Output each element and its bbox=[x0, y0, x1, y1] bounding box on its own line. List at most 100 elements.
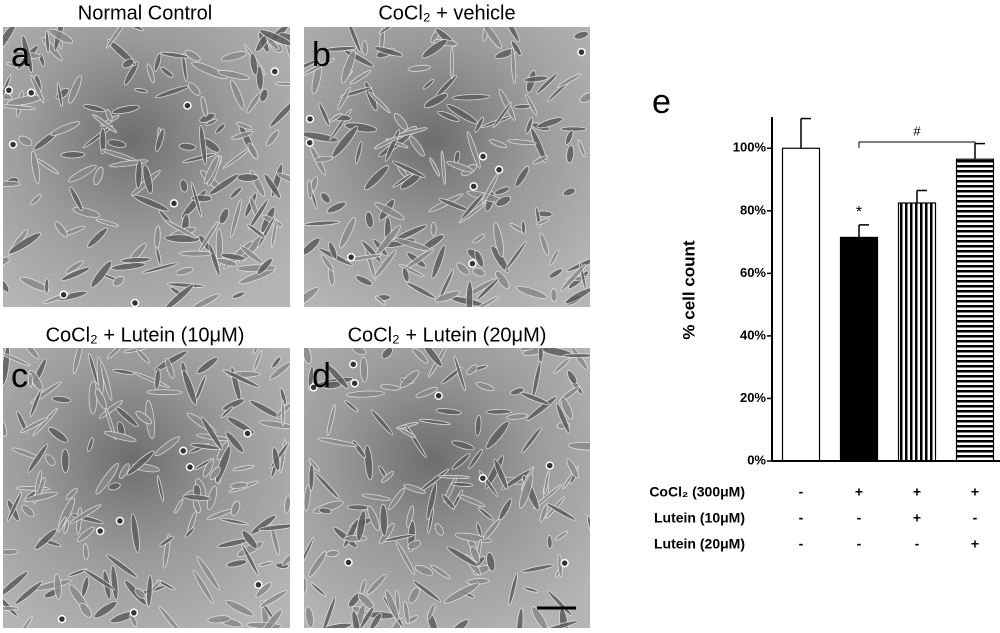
cell bbox=[485, 420, 510, 450]
cell bbox=[523, 75, 549, 83]
cell bbox=[474, 250, 484, 268]
cell bbox=[406, 282, 436, 299]
cell bbox=[406, 505, 415, 528]
cell bbox=[239, 245, 263, 264]
cell bbox=[388, 487, 406, 511]
cell bbox=[407, 540, 422, 550]
condition-sign: - bbox=[799, 536, 804, 552]
cell bbox=[426, 603, 436, 620]
cell bbox=[44, 454, 56, 466]
cell bbox=[408, 587, 420, 604]
significance-star: * bbox=[856, 204, 862, 221]
panel-title: CoCl₂ + Lutein (20μM) bbox=[348, 324, 547, 346]
panel-letter: e bbox=[652, 83, 671, 121]
cell bbox=[21, 348, 40, 360]
cell bbox=[202, 459, 214, 478]
panel-letter: a bbox=[11, 36, 30, 74]
cell bbox=[248, 199, 269, 230]
condition-sign: + bbox=[971, 484, 979, 500]
cell bbox=[30, 150, 40, 184]
cell bbox=[472, 267, 486, 277]
cell bbox=[3, 27, 17, 56]
cell bbox=[522, 586, 539, 593]
cell bbox=[61, 448, 70, 474]
cell bbox=[466, 364, 478, 376]
cell bbox=[421, 348, 443, 367]
round-cell bbox=[169, 199, 179, 208]
cell bbox=[318, 102, 331, 127]
cell bbox=[364, 165, 389, 191]
cell bbox=[441, 494, 456, 510]
cell bbox=[375, 224, 401, 256]
cell bbox=[275, 81, 290, 86]
cell bbox=[423, 92, 449, 109]
cell bbox=[304, 57, 336, 77]
cell bbox=[182, 153, 217, 163]
cell bbox=[403, 483, 426, 494]
cell bbox=[238, 268, 275, 285]
cell bbox=[492, 101, 513, 129]
cell bbox=[83, 568, 116, 591]
round-cell bbox=[57, 614, 67, 624]
cell bbox=[317, 437, 358, 447]
cell bbox=[321, 596, 336, 628]
cell bbox=[271, 356, 282, 369]
cell bbox=[200, 416, 223, 451]
cell bbox=[259, 29, 290, 47]
cell bbox=[126, 450, 155, 476]
cell bbox=[560, 263, 586, 292]
cell bbox=[135, 159, 143, 189]
cell bbox=[94, 388, 107, 410]
cell bbox=[191, 293, 220, 307]
cell bbox=[536, 117, 564, 129]
cell bbox=[280, 399, 285, 427]
cell bbox=[511, 40, 522, 57]
cell bbox=[510, 46, 517, 84]
round-cell bbox=[577, 47, 586, 57]
cell bbox=[359, 606, 375, 628]
round-cell bbox=[185, 462, 195, 472]
cell bbox=[259, 88, 269, 103]
cell bbox=[482, 518, 501, 541]
cell bbox=[304, 348, 312, 365]
cell bbox=[573, 31, 589, 40]
cell bbox=[266, 129, 280, 147]
cell bbox=[153, 350, 188, 372]
cell bbox=[225, 431, 245, 453]
condition-sign: + bbox=[855, 484, 863, 500]
cell bbox=[451, 440, 475, 451]
cell bbox=[550, 288, 558, 303]
cell bbox=[466, 131, 481, 169]
cell bbox=[324, 46, 357, 52]
cell bbox=[3, 256, 11, 266]
cell bbox=[27, 443, 49, 473]
cell bbox=[88, 352, 99, 385]
cell bbox=[232, 464, 255, 472]
cell bbox=[493, 222, 504, 258]
y-tick-label: 100% bbox=[733, 140, 767, 155]
cell bbox=[222, 369, 260, 388]
cell bbox=[241, 530, 258, 549]
cell bbox=[465, 280, 474, 307]
cell bbox=[537, 348, 544, 363]
cell bbox=[564, 287, 590, 304]
cell bbox=[57, 516, 67, 533]
cell bbox=[311, 62, 322, 95]
cell bbox=[235, 122, 253, 130]
cell bbox=[506, 413, 529, 420]
cell bbox=[422, 78, 435, 90]
cell bbox=[258, 523, 290, 531]
cell bbox=[566, 458, 579, 479]
cell bbox=[577, 139, 586, 158]
cell bbox=[18, 135, 33, 147]
cell bbox=[154, 436, 180, 457]
cell bbox=[174, 498, 184, 514]
cell bbox=[304, 576, 308, 595]
cell bbox=[179, 179, 189, 193]
cell bbox=[7, 491, 23, 522]
cell bbox=[454, 532, 492, 544]
cell bbox=[229, 481, 249, 489]
cell bbox=[488, 139, 508, 148]
cell bbox=[485, 409, 512, 415]
cell bbox=[562, 353, 590, 358]
